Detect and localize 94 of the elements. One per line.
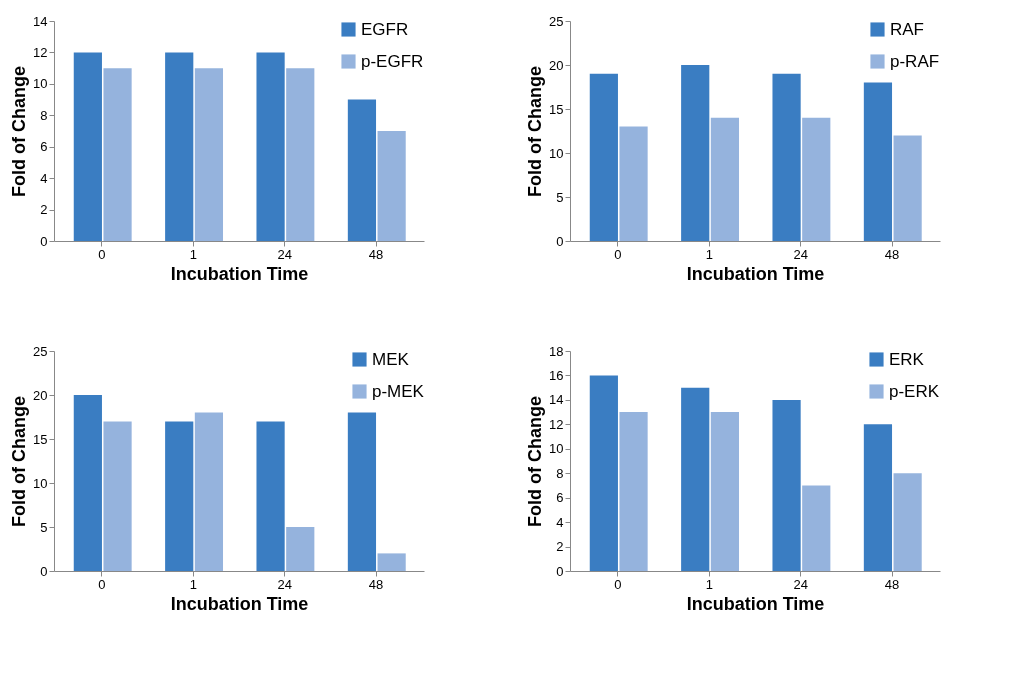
y-tick-label: 6 bbox=[40, 139, 48, 155]
bar bbox=[619, 412, 648, 571]
legend-label: p-MEK bbox=[372, 381, 425, 401]
y-tick-label: 16 bbox=[549, 367, 564, 383]
bar bbox=[194, 68, 224, 241]
y-tick-label: 14 bbox=[549, 392, 564, 408]
bar bbox=[103, 68, 132, 241]
y-tick-label: 8 bbox=[556, 465, 564, 481]
y-tick-label: 12 bbox=[549, 416, 564, 432]
bar bbox=[619, 126, 648, 241]
y-tick-label: 0 bbox=[556, 563, 564, 579]
x-tick-label: 1 bbox=[189, 576, 197, 592]
y-tick-label: 4 bbox=[40, 170, 48, 186]
legend-label: p-RAF bbox=[890, 51, 940, 71]
bar bbox=[802, 117, 831, 241]
bar bbox=[589, 73, 618, 241]
y-axis-title: Fold of Change bbox=[525, 66, 546, 197]
bar bbox=[377, 553, 406, 571]
y-tick-label: 6 bbox=[556, 490, 564, 506]
y-tick-label: 0 bbox=[40, 233, 48, 249]
y-tick-label: 15 bbox=[549, 101, 564, 117]
y-tick-label: 2 bbox=[40, 202, 48, 218]
x-tick-label: 0 bbox=[98, 576, 106, 592]
y-tick-label: 10 bbox=[549, 145, 564, 161]
x-tick-label: 0 bbox=[614, 576, 622, 592]
y-tick-label: 20 bbox=[33, 387, 48, 403]
x-tick-label: 24 bbox=[277, 576, 292, 592]
x-axis-title: Incubation Time bbox=[686, 593, 825, 614]
y-tick-label: 25 bbox=[33, 343, 48, 359]
x-tick-label: 24 bbox=[793, 246, 808, 262]
x-tick-label: 0 bbox=[614, 246, 622, 262]
x-tick-label: 1 bbox=[705, 246, 713, 262]
bar bbox=[710, 117, 740, 241]
x-tick-label: 0 bbox=[98, 246, 106, 262]
y-tick-label: 4 bbox=[556, 514, 564, 530]
y-tick-label: 25 bbox=[549, 13, 564, 29]
legend-label: RAF bbox=[890, 19, 924, 39]
x-tick-label: 1 bbox=[189, 246, 197, 262]
bar bbox=[893, 473, 922, 571]
bar bbox=[681, 65, 710, 241]
y-tick-label: 12 bbox=[33, 44, 48, 60]
y-axis-title: Fold of Change bbox=[525, 396, 546, 527]
bar bbox=[165, 421, 194, 571]
y-tick-label: 14 bbox=[33, 13, 48, 29]
y-tick-label: 5 bbox=[556, 189, 564, 205]
bar bbox=[73, 52, 102, 241]
bar bbox=[802, 485, 831, 571]
legend-label: MEK bbox=[372, 349, 410, 369]
bar bbox=[256, 421, 285, 571]
y-tick-label: 0 bbox=[40, 563, 48, 579]
x-tick-label: 48 bbox=[884, 576, 900, 592]
x-tick-label: 1 bbox=[705, 576, 713, 592]
y-tick-label: 5 bbox=[40, 519, 48, 535]
bar bbox=[194, 412, 224, 571]
y-tick-label: 2 bbox=[556, 539, 564, 555]
y-tick-label: 10 bbox=[549, 441, 564, 457]
bar bbox=[377, 131, 406, 241]
legend-label: p-EGFR bbox=[361, 51, 424, 71]
x-tick-label: 48 bbox=[884, 246, 900, 262]
x-axis-title: Incubation Time bbox=[170, 593, 309, 614]
x-tick-label: 48 bbox=[368, 246, 384, 262]
bar bbox=[681, 387, 710, 571]
x-tick-label: 24 bbox=[277, 246, 292, 262]
y-tick-label: 0 bbox=[556, 233, 564, 249]
bar bbox=[286, 68, 315, 241]
y-axis-title: Fold of Change bbox=[9, 66, 30, 197]
bar bbox=[103, 421, 132, 571]
y-tick-label: 8 bbox=[40, 107, 48, 123]
bar bbox=[165, 52, 194, 241]
bar bbox=[347, 99, 377, 241]
bar bbox=[863, 424, 893, 571]
bar bbox=[286, 527, 315, 571]
x-tick-label: 24 bbox=[793, 576, 808, 592]
y-tick-label: 10 bbox=[33, 76, 48, 92]
bar bbox=[589, 375, 618, 571]
x-axis-title: Incubation Time bbox=[686, 263, 825, 284]
legend-label: ERK bbox=[889, 349, 925, 369]
y-axis-title: Fold of Change bbox=[9, 396, 30, 527]
legend-label: p-ERK bbox=[889, 381, 940, 401]
bar bbox=[772, 399, 801, 571]
y-tick-label: 18 bbox=[549, 343, 564, 359]
y-tick-label: 10 bbox=[33, 475, 48, 491]
bar bbox=[710, 412, 740, 571]
legend-label: EGFR bbox=[361, 19, 409, 39]
y-tick-label: 20 bbox=[549, 57, 564, 73]
bar bbox=[772, 73, 801, 241]
x-tick-label: 48 bbox=[368, 576, 384, 592]
bar bbox=[863, 82, 893, 241]
bar bbox=[893, 135, 922, 241]
bar bbox=[256, 52, 285, 241]
x-axis-title: Incubation Time bbox=[170, 263, 309, 284]
y-tick-label: 15 bbox=[33, 431, 48, 447]
bar bbox=[347, 412, 377, 571]
bar bbox=[73, 395, 102, 571]
